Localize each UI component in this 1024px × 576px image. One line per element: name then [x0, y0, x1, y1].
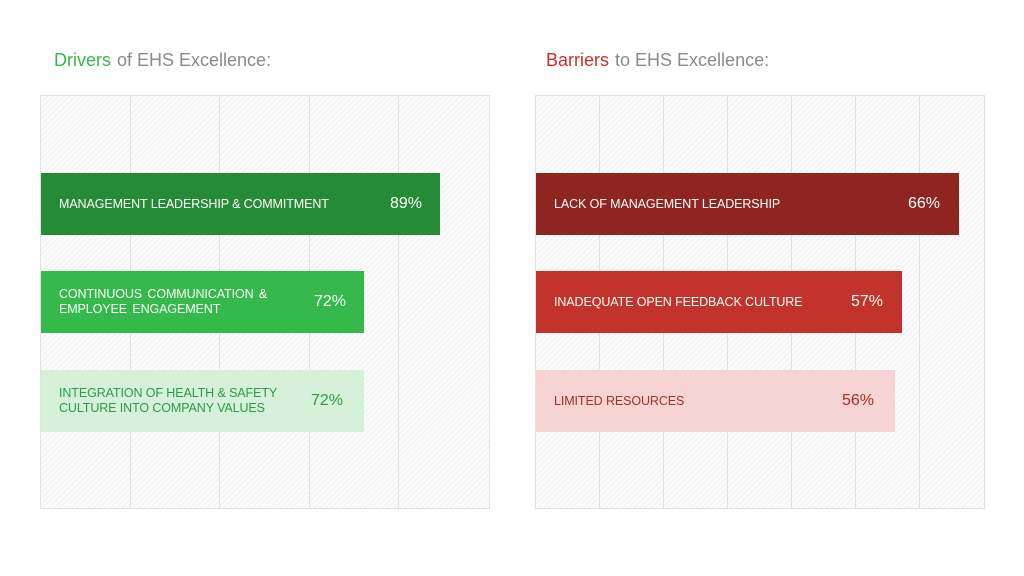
- barrier-bar-1: LACK OF MANAGEMENT LEADERSHIP 66%: [536, 173, 959, 235]
- driver-bar-2: CONTINUOUS COMMUNICATION & EMPLOYEE ENGA…: [41, 271, 364, 333]
- driver-bar-value: 72%: [314, 293, 347, 310]
- barrier-bar-value: 56%: [842, 392, 875, 409]
- drivers-chart: MANAGEMENT LEADERSHIP & COMMITMENT 89% C…: [40, 95, 490, 509]
- barriers-title-rest: to EHS Excellence:: [615, 50, 770, 70]
- barrier-bar-value: 57%: [851, 293, 884, 310]
- barrier-bar-2: INADEQUATE OPEN FEEDBACK CULTURE 57%: [536, 271, 902, 333]
- grid-line: [398, 96, 399, 508]
- drivers-title-rest: of EHS Excellence:: [117, 50, 272, 70]
- barriers-title-accent: Barriers: [546, 50, 610, 70]
- barrier-bar-label: LIMITED RESOURCES: [554, 393, 685, 408]
- driver-bar-3: INTEGRATION OF HEALTH & SAFETY CULTURE I…: [41, 370, 364, 432]
- barrier-bar-value: 66%: [908, 195, 941, 212]
- barrier-bar-label: LACK OF MANAGEMENT LEADERSHIP: [554, 196, 781, 211]
- driver-bar-label: INTEGRATION OF HEALTH & SAFETY CULTURE I…: [59, 386, 277, 415]
- grid-line: [919, 96, 920, 508]
- driver-bar-1: MANAGEMENT LEADERSHIP & COMMITMENT 89%: [41, 173, 440, 235]
- barriers-chart: LACK OF MANAGEMENT LEADERSHIP 66% INADEQ…: [535, 95, 985, 509]
- barriers-title: Barriers to EHS Excellence:: [546, 50, 769, 71]
- driver-bar-label: CONTINUOUS COMMUNICATION & EMPLOYEE ENGA…: [59, 287, 268, 316]
- drivers-title-accent: Drivers: [54, 50, 111, 70]
- barrier-bar-label: INADEQUATE OPEN FEEDBACK CULTURE: [554, 294, 803, 309]
- driver-bar-value: 89%: [390, 195, 423, 212]
- barrier-bar-3: LIMITED RESOURCES 56%: [536, 370, 895, 432]
- drivers-title: Drivers of EHS Excellence:: [54, 50, 271, 71]
- driver-bar-value: 72%: [311, 392, 344, 409]
- driver-bar-label: MANAGEMENT LEADERSHIP & COMMITMENT: [59, 196, 329, 211]
